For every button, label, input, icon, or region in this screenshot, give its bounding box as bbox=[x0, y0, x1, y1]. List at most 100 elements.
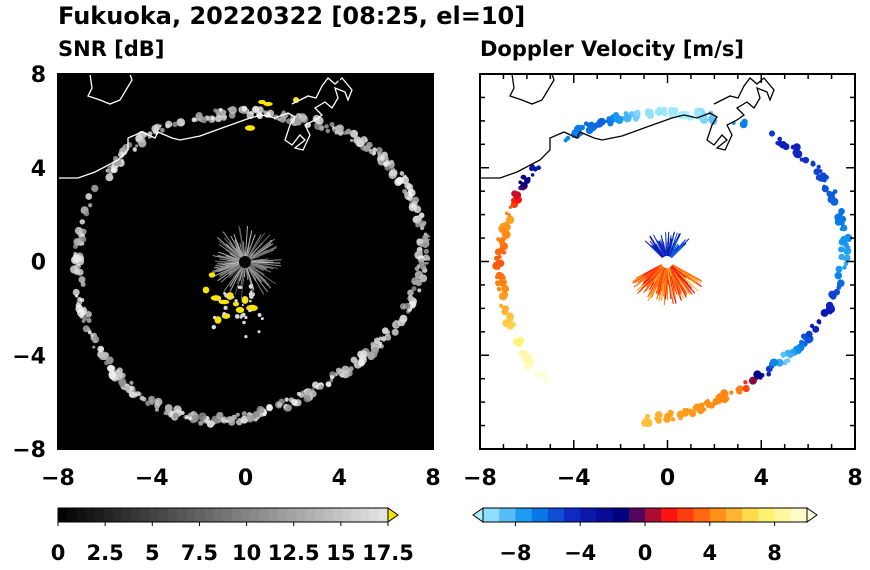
snr-echo-cell bbox=[324, 124, 329, 129]
doppler-echo-cell bbox=[589, 126, 593, 130]
snr-echo-cell bbox=[407, 188, 416, 197]
snr-high-echo bbox=[208, 272, 216, 278]
doppler-echo-cell bbox=[741, 118, 748, 125]
snr-echo-cell bbox=[198, 412, 207, 421]
doppler-echo-cell bbox=[497, 247, 505, 255]
snr-echo-cell bbox=[243, 297, 246, 300]
doppler-ticks: −8 −4 0 4 8 bbox=[463, 73, 863, 491]
colorbar-segment bbox=[693, 508, 711, 522]
snr-high-echo bbox=[244, 125, 256, 131]
doppler-echo-cell bbox=[783, 359, 788, 364]
x-tick-label: 8 bbox=[847, 466, 862, 491]
snr-echo-cell bbox=[133, 392, 139, 397]
doppler-echo-cell bbox=[664, 412, 671, 419]
doppler-echo-cell bbox=[670, 417, 676, 422]
doppler-echo-cell bbox=[656, 106, 662, 113]
snr-echo-cell bbox=[404, 302, 411, 310]
x-tick-label: −8 bbox=[463, 466, 497, 491]
snr-echo-cell bbox=[417, 288, 422, 293]
colorbar-tick-label: −4 bbox=[564, 541, 596, 565]
snr-echo-cell bbox=[206, 420, 215, 428]
snr-echo-cell bbox=[397, 318, 406, 327]
snr-echo-cell bbox=[329, 121, 335, 127]
snr-echo-cell bbox=[231, 295, 235, 299]
snr-high-echo bbox=[218, 299, 230, 305]
snr-echo-cell bbox=[325, 128, 330, 134]
y-tick-label: −8 bbox=[12, 438, 46, 463]
snr-echo-cell bbox=[145, 400, 151, 406]
snr-echo-cell bbox=[334, 131, 338, 135]
snr-echo-cell bbox=[414, 270, 424, 280]
colorbar-tick-label: 8 bbox=[767, 541, 782, 565]
snr-echo-cell bbox=[70, 265, 79, 274]
snr-echo-cell bbox=[179, 119, 185, 125]
doppler-echo-cell bbox=[505, 211, 509, 216]
snr-echo-cell bbox=[240, 313, 244, 318]
doppler-echo-cell bbox=[777, 136, 783, 142]
snr-echo-cell bbox=[227, 418, 236, 426]
snr-echo-cell bbox=[330, 375, 335, 380]
doppler-echo-cell bbox=[543, 376, 551, 384]
snr-echo-cell bbox=[76, 268, 84, 276]
doppler-echo-cell bbox=[607, 120, 611, 125]
doppler-echo-cell bbox=[743, 380, 748, 385]
doppler-echo-cell bbox=[656, 111, 662, 117]
snr-echo-cell bbox=[420, 264, 427, 271]
snr-echo-cell bbox=[349, 138, 354, 143]
doppler-echo-cell bbox=[503, 223, 511, 231]
doppler-echo-cell bbox=[494, 260, 503, 269]
colorbar-segment bbox=[232, 508, 242, 522]
x-tick-label: 8 bbox=[425, 466, 440, 491]
doppler-echo-cell bbox=[775, 358, 784, 367]
doppler-echo-cell bbox=[769, 358, 778, 367]
doppler-echo-cell bbox=[655, 411, 663, 419]
snr-echo-cell bbox=[250, 290, 253, 293]
doppler-echo-cell bbox=[819, 172, 828, 181]
doppler-echo-cell bbox=[497, 287, 502, 292]
doppler-echo-cell bbox=[775, 140, 780, 146]
snr-high-echo bbox=[263, 101, 273, 107]
snr-echo-cell bbox=[135, 144, 139, 148]
doppler-echo-cell bbox=[529, 359, 535, 366]
snr-echo-cell bbox=[345, 128, 352, 135]
snr-echo-cell bbox=[244, 315, 248, 320]
doppler-echo-cell bbox=[748, 376, 757, 385]
snr-echo-cell bbox=[115, 373, 123, 381]
x-tick-label: 0 bbox=[238, 466, 253, 491]
doppler-echo-cell bbox=[698, 402, 705, 409]
snr-echo-cell bbox=[195, 111, 203, 120]
doppler-echo-cell bbox=[498, 292, 508, 301]
colorbar-segment bbox=[351, 508, 361, 522]
snr-echo-cell bbox=[367, 351, 375, 359]
snr-echo-cell bbox=[366, 141, 373, 149]
snr-echo-cell bbox=[226, 417, 230, 421]
snr-coastline-south bbox=[58, 77, 353, 179]
snr-echo-cell bbox=[184, 415, 189, 420]
y-tick-label: 0 bbox=[31, 251, 46, 276]
snr-echo-cell bbox=[220, 114, 227, 121]
snr-echo-cell bbox=[260, 413, 264, 418]
doppler-echo-cell bbox=[715, 395, 722, 403]
snr-echo-cell bbox=[139, 395, 145, 401]
snr-echo-cell bbox=[78, 276, 86, 284]
snr-echo-cell bbox=[294, 118, 302, 126]
doppler-echo-cell bbox=[845, 233, 850, 238]
snr-echo-cell bbox=[329, 378, 334, 383]
doppler-echo-cell bbox=[524, 177, 531, 184]
snr-echo-cell bbox=[372, 151, 377, 155]
snr-panel: −8 −4 0 4 8 8 4 0 −4 −8 bbox=[12, 63, 440, 491]
doppler-echo-cell bbox=[780, 351, 787, 358]
snr-echo-cell bbox=[85, 193, 93, 200]
doppler-echo-cell bbox=[497, 254, 502, 259]
snr-echo-cell bbox=[318, 384, 324, 390]
colorbar-segment bbox=[158, 508, 169, 522]
doppler-echo-cell bbox=[799, 157, 804, 162]
colorbar-segment bbox=[113, 508, 123, 522]
doppler-echo-cell bbox=[825, 301, 834, 310]
doppler-panel: −8 −4 0 4 8 bbox=[463, 73, 863, 491]
colorbar-tick-label: 5 bbox=[145, 541, 160, 565]
doppler-echo-cell bbox=[529, 165, 535, 172]
snr-echo-cell bbox=[129, 380, 134, 385]
colorbar-tick-label: 4 bbox=[702, 541, 717, 565]
colorbar-segment bbox=[677, 508, 694, 522]
